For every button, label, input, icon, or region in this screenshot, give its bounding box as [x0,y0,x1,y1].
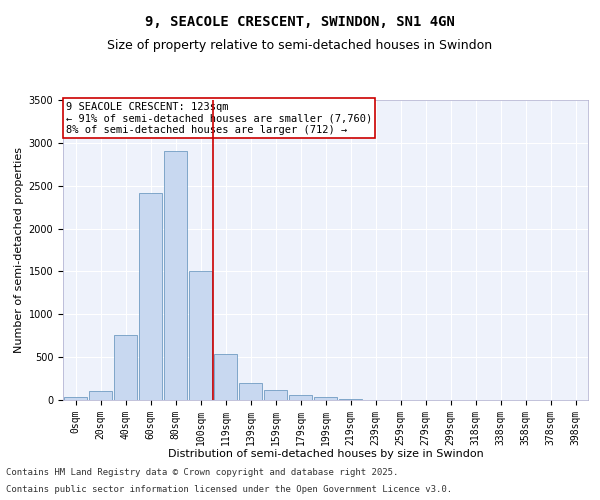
Bar [164,152,187,400]
Text: Contains public sector information licensed under the Open Government Licence v3: Contains public sector information licen… [6,484,452,494]
Bar [239,383,262,400]
Bar [139,192,163,400]
Text: 9, SEACOLE CRESCENT, SWINDON, SN1 4GN: 9, SEACOLE CRESCENT, SWINDON, SN1 4GN [145,16,455,30]
Bar [64,398,88,400]
Bar [89,392,112,400]
Bar [289,395,313,400]
Bar [214,354,238,400]
Bar [314,398,337,400]
Bar [113,335,137,400]
Text: Contains HM Land Registry data © Crown copyright and database right 2025.: Contains HM Land Registry data © Crown c… [6,468,398,477]
Y-axis label: Number of semi-detached properties: Number of semi-detached properties [14,147,25,353]
Bar [338,399,362,400]
Text: Size of property relative to semi-detached houses in Swindon: Size of property relative to semi-detach… [107,38,493,52]
X-axis label: Distribution of semi-detached houses by size in Swindon: Distribution of semi-detached houses by … [167,449,484,459]
Bar [263,390,287,400]
Text: 9 SEACOLE CRESCENT: 123sqm
← 91% of semi-detached houses are smaller (7,760)
8% : 9 SEACOLE CRESCENT: 123sqm ← 91% of semi… [65,102,372,134]
Bar [188,272,212,400]
